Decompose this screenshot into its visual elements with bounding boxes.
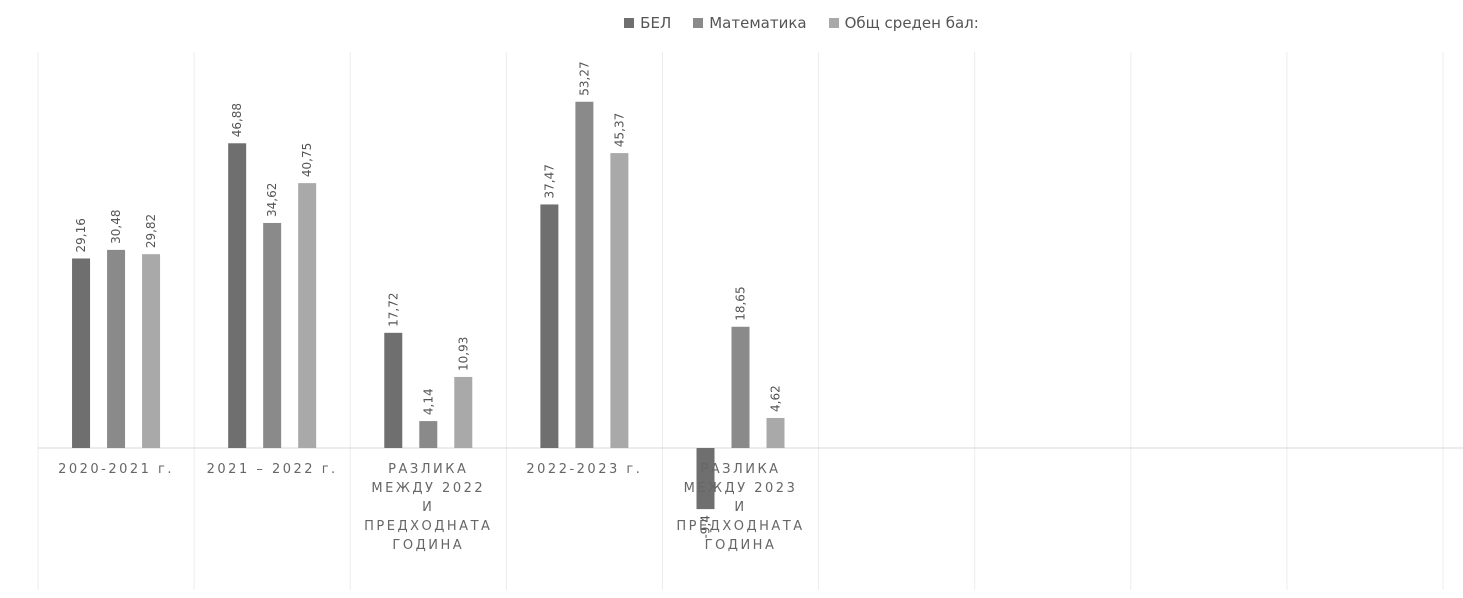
- bar-data-label: 37,47: [542, 164, 556, 198]
- bar-3: [298, 183, 317, 448]
- bar-data-label: 18,65: [734, 286, 748, 320]
- bar-data-label: 46,88: [230, 103, 244, 137]
- bar-data-label: 45,37: [612, 113, 626, 147]
- bar-data-label: -9,4: [699, 515, 713, 538]
- bar-3: [766, 417, 785, 448]
- bar-data-label: 40,75: [300, 143, 314, 177]
- bar-3: [454, 376, 473, 448]
- bar-1: [696, 448, 715, 510]
- bar-data-label: 10,93: [456, 337, 470, 371]
- legend-item-math: Математика: [693, 14, 807, 32]
- bar-data-label: 34,62: [265, 183, 279, 217]
- category-tick-label: ПРЕДХОДНАТА: [676, 519, 804, 534]
- category-tick-label: ПРЕДХОДНАТА: [364, 519, 492, 534]
- category-tick-label: 2022-2023 г.: [526, 462, 642, 477]
- bar-data-label: 53,27: [577, 61, 591, 95]
- bar-1: [540, 204, 559, 448]
- category-tick-label: ГОДИНА: [705, 538, 777, 553]
- bar-1: [72, 258, 91, 448]
- category-tick-label: И: [734, 500, 746, 515]
- bar-2: [107, 249, 126, 448]
- category-tick-label: РАЗЛИКА: [388, 462, 468, 477]
- legend-swatch-overall: [828, 18, 839, 28]
- bar-2: [731, 326, 750, 448]
- bar-data-label: 29,16: [74, 218, 88, 252]
- legend-label-overall: Общ среден бал:: [844, 14, 979, 32]
- category-tick-label: И: [422, 500, 434, 515]
- legend-item-bel: БЕЛ: [624, 14, 671, 32]
- category-tick-label: РАЗЛИКА: [700, 462, 780, 477]
- bar-data-label: 4,14: [421, 388, 435, 415]
- bar-3: [142, 254, 161, 448]
- bar-2: [419, 421, 438, 448]
- bar-2: [263, 222, 282, 448]
- category-tick-label: 2020-2021 г.: [58, 462, 174, 477]
- bar-2: [575, 101, 594, 449]
- legend-swatch-bel: [624, 18, 635, 28]
- bar-data-label: 17,72: [386, 292, 400, 326]
- category-tick-label: МЕЖДУ 2022: [371, 481, 485, 496]
- bar-data-label: 29,82: [144, 214, 158, 248]
- bar-1: [384, 332, 403, 448]
- category-tick-label: ГОДИНА: [392, 538, 464, 553]
- bar-1: [228, 143, 247, 448]
- bar-3: [610, 153, 629, 448]
- bar-data-label: 30,48: [109, 210, 123, 244]
- legend-item-overall: Общ среден бал:: [828, 14, 979, 32]
- legend-swatch-math: [693, 18, 704, 28]
- category-tick-label: МЕЖДУ 2023: [684, 481, 798, 496]
- legend-label-bel: БЕЛ: [640, 14, 672, 32]
- bar-data-label: 4,62: [769, 385, 783, 412]
- category-tick-label: 2021 – 2022 г.: [207, 462, 338, 477]
- legend-label-math: Математика: [709, 14, 807, 32]
- chart-legend: БЕЛ Математика Общ среден бал:: [0, 14, 1463, 32]
